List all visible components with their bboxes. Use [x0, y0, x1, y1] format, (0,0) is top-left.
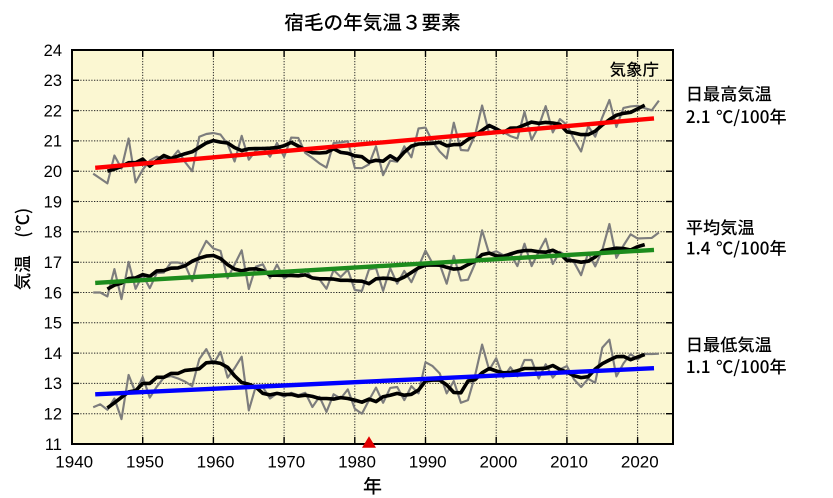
svg-text:2020: 2020 — [621, 453, 659, 472]
svg-text:19: 19 — [44, 193, 62, 211]
svg-text:20: 20 — [44, 163, 62, 181]
svg-text:11: 11 — [45, 436, 62, 454]
svg-text:1970: 1970 — [267, 453, 305, 472]
svg-text:2000: 2000 — [479, 453, 517, 472]
svg-text:17: 17 — [44, 254, 62, 272]
svg-text:15: 15 — [44, 315, 62, 333]
svg-text:18: 18 — [44, 224, 62, 242]
svg-text:1950: 1950 — [126, 453, 164, 472]
svg-text:23: 23 — [44, 72, 62, 90]
svg-text:1960: 1960 — [197, 453, 235, 472]
svg-text:2010: 2010 — [550, 453, 588, 472]
svg-text:21: 21 — [44, 133, 62, 151]
svg-text:14: 14 — [44, 345, 62, 363]
svg-text:22: 22 — [44, 102, 62, 120]
svg-text:1990: 1990 — [409, 453, 447, 472]
svg-text:13: 13 — [44, 375, 62, 393]
svg-text:12: 12 — [44, 406, 62, 424]
svg-text:1940: 1940 — [55, 453, 93, 472]
svg-text:24: 24 — [44, 42, 62, 60]
svg-text:1980: 1980 — [338, 453, 376, 472]
svg-text:16: 16 — [44, 284, 62, 302]
